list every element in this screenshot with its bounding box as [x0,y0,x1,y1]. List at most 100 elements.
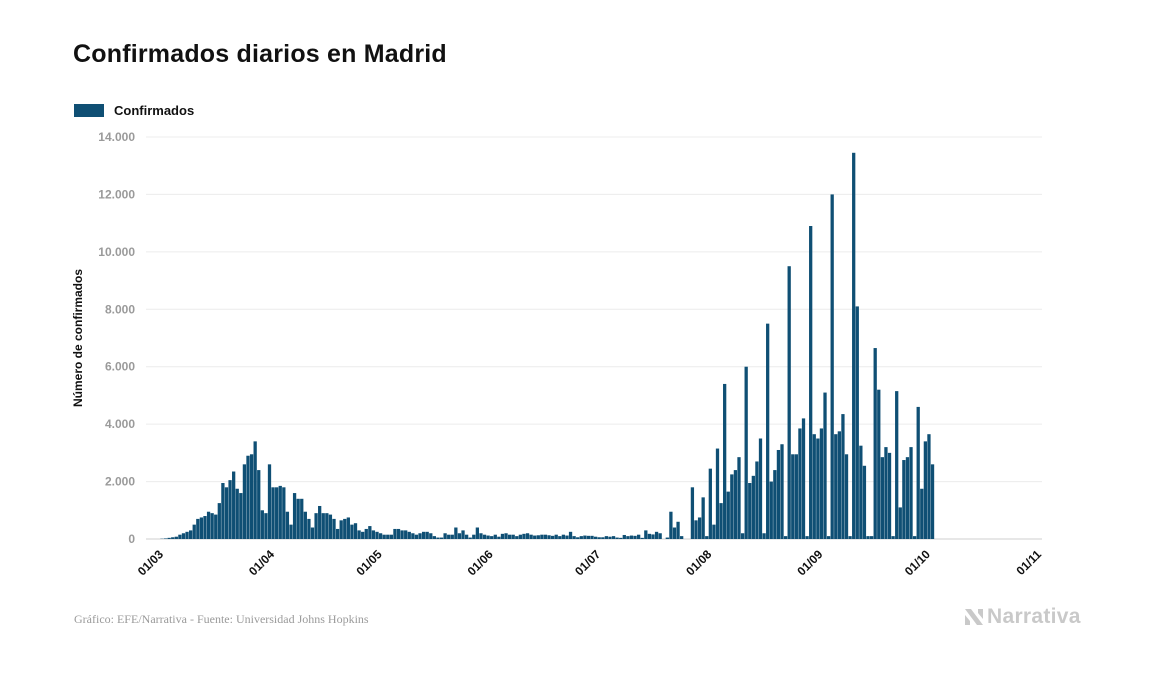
bar [418,533,422,539]
bar [421,531,426,539]
bar [335,528,340,539]
bar [629,535,634,539]
bar [916,406,920,539]
bar [325,513,329,539]
bar [450,534,454,539]
x-tick-label: 01/08 [683,547,714,578]
bar [550,535,555,539]
bar [884,447,888,539]
bar [464,534,469,539]
bar [905,457,910,539]
bar [533,535,537,539]
bar [529,534,533,539]
bar [751,475,755,539]
bars [160,152,935,540]
bar [275,487,279,539]
bar [783,536,788,539]
bar [866,536,870,539]
bar [246,455,250,539]
bar [500,533,505,539]
bar [540,534,544,539]
bar [601,537,605,539]
bar [515,536,519,539]
bar [705,536,709,539]
bar [217,503,221,539]
bar [554,534,558,539]
bar [457,533,462,539]
bar [475,527,480,539]
bar [873,348,877,539]
bar [812,434,816,539]
bar [841,414,845,539]
bar [339,520,343,539]
bar [292,493,297,539]
bar [723,383,727,539]
bar [479,533,483,539]
bar [382,534,386,539]
y-tick-label: 8.000 [105,302,135,316]
bar [622,534,626,539]
bar [389,534,393,539]
bar [332,518,336,539]
y-axis-ticks: 0 2.000 4.000 6.000 8.000 10.000 12.000 14.000 [98,130,135,546]
bar [447,534,451,539]
bar [171,537,175,539]
bar [443,533,447,539]
x-tick-label: 01/06 [465,547,496,578]
bar [249,454,254,539]
bar [701,497,705,539]
bar [189,530,193,539]
bar [511,534,515,539]
bar [278,485,282,539]
legend-swatch [74,104,104,117]
bar [174,536,178,539]
bar [461,530,465,539]
bar [482,534,487,539]
bar [547,535,551,539]
bar [576,537,580,539]
bar [224,487,229,539]
bar [404,530,408,539]
bar [163,538,168,539]
bar [565,535,569,539]
bar [493,534,497,539]
bar [192,524,196,539]
bar [199,517,204,539]
bar [697,517,702,539]
bar [923,441,928,539]
bar [801,418,806,539]
chart-title: Confirmados diarios en Madrid [73,40,447,68]
bar [773,470,777,539]
bar [260,510,264,539]
bar [454,527,458,539]
bar [672,527,677,539]
bar [375,531,379,539]
bar [264,513,268,539]
bar [361,531,365,539]
bar [267,464,272,539]
bar [507,534,512,539]
bar [357,530,361,539]
bar [407,531,411,539]
bar [869,536,874,539]
bar [597,537,601,539]
bar [568,531,573,539]
bar [848,536,852,539]
bar [486,535,490,539]
bar [902,460,906,539]
x-tick-label: 01/07 [572,547,603,578]
bar [386,534,390,539]
bar [411,533,415,539]
bar [791,454,795,539]
bar [590,535,594,539]
bar [210,513,214,539]
bar [880,457,884,539]
bar [830,194,834,539]
bar [887,452,892,539]
bar [855,306,859,539]
bar [181,533,186,539]
bar [561,534,566,539]
bar [644,530,648,539]
bar [690,487,695,539]
